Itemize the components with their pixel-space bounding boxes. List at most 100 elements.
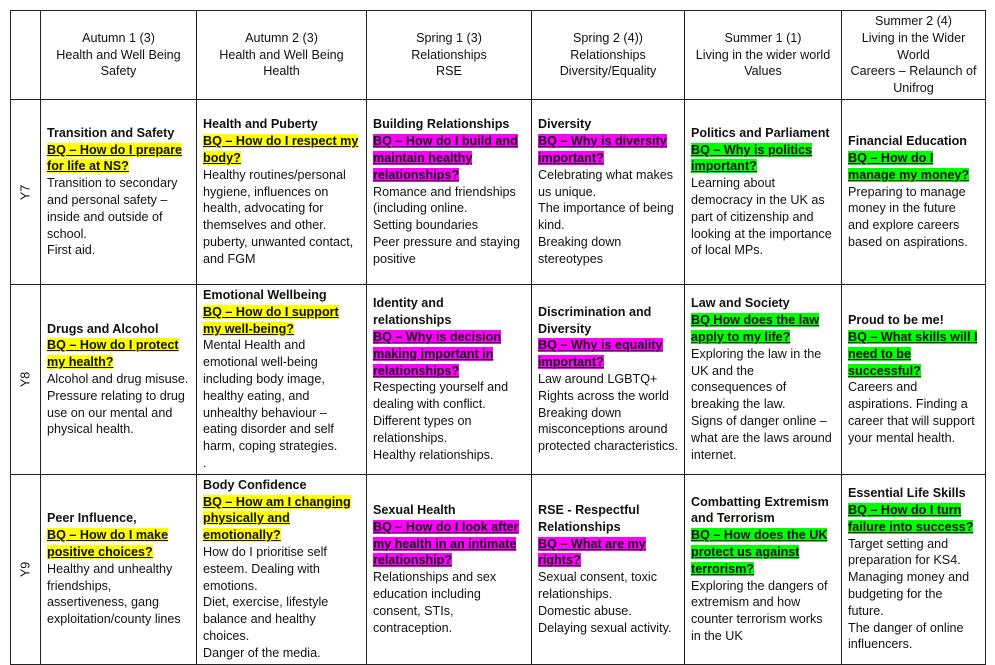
big-question-text: BQ How does the law apply to my life? <box>691 313 820 344</box>
topic-detail: Delaying sexual activity. <box>538 620 672 635</box>
topic-title: Building Relationships <box>373 117 510 132</box>
topic-title: Transition and Safety <box>47 125 175 140</box>
big-question-text: BQ – How do I build and maintain healthy… <box>373 134 518 182</box>
big-question-text: BQ – How does the UK protect us against … <box>691 528 828 576</box>
term-header-line: Health and Well Being <box>56 47 181 62</box>
topic-detail: . <box>203 455 207 470</box>
big-question-text: BQ – How do I prepare for life at NS? <box>47 142 183 174</box>
big-question: BQ – How do I build and maintain healthy… <box>373 133 525 183</box>
topic-detail: Careers and aspirations. Finding a caree… <box>848 380 975 445</box>
big-question: BQ – Why is diversity important? <box>538 133 678 167</box>
year-label-cell: Y8 <box>10 283 41 475</box>
big-question: BQ – What are my rights? <box>538 536 678 570</box>
topic-cell: Essential Life Skills BQ – How do I turn … <box>841 473 986 665</box>
year-row: Y7 Transition and Safety BQ – How do I pre… <box>10 98 986 285</box>
big-question: BQ – How do I make positive choices? <box>47 527 190 561</box>
topic-cell: Identity and relationships BQ – Why is de… <box>366 283 532 475</box>
term-header-line: Relationships <box>411 47 487 62</box>
term-header: Spring 2 (4)) Relationships Diversity/Equa… <box>531 10 685 100</box>
topic-detail: Exploring the dangers of extremism and h… <box>691 578 828 643</box>
topic-detail: Healthy and unhealthy friendships, asser… <box>47 561 181 627</box>
topic-detail: First aid. <box>47 243 96 258</box>
big-question-text: BQ – Why is decision making important in… <box>373 329 502 378</box>
big-question: BQ – How do I support my well-being? <box>203 304 360 338</box>
year-label: Y9 <box>18 561 33 577</box>
topic-detail: Alcohol and drug misuse. <box>47 371 189 386</box>
term-header-line: Spring 2 (4)) <box>573 30 643 45</box>
big-question: BQ – How do I prepare for life at NS? <box>47 142 190 176</box>
topic-detail: Peer pressure and staying positive <box>373 234 521 266</box>
term-header-line: Living in the wider world <box>695 47 831 62</box>
topic-title: Emotional Wellbeing <box>203 287 327 302</box>
topic-cell: Emotional Wellbeing BQ – How do I support… <box>196 283 367 475</box>
big-question: BQ – Why is politics important? <box>691 142 835 176</box>
big-question: BQ – How do I manage my money? <box>848 150 979 184</box>
term-header-line: Careers – Relaunch of Unifrog <box>850 64 977 96</box>
topic-detail: Pressure relating to drug use on our men… <box>47 388 185 437</box>
topic-detail: The importance of being kind. <box>538 201 674 233</box>
year-label: Y7 <box>18 184 33 200</box>
term-header-line: Summer 2 (4) <box>875 14 952 28</box>
big-question: BQ How does the law apply to my life? <box>691 312 835 346</box>
big-question: BQ – How do I respect my body? <box>203 133 360 167</box>
year-row: Y8 Drugs and Alcohol BQ – How do I protect… <box>10 283 986 475</box>
topic-detail: Danger of the media. <box>203 645 321 660</box>
curriculum-table: Autumn 1 (3) Health and Well Being Safety A… <box>10 10 986 665</box>
big-question-text: BQ – What skills will I need to be succe… <box>848 329 978 378</box>
topic-title: Sexual Health <box>373 502 456 517</box>
topic-detail: Target setting and preparation for KS4. <box>848 536 961 568</box>
topic-cell: Health and Puberty BQ – How do I respect … <box>196 98 367 285</box>
topic-detail: Breaking down misconceptions around prot… <box>538 405 678 454</box>
big-question-text: BQ – How do I look after my health in an… <box>373 519 519 568</box>
term-header-line: Spring 1 (3) <box>416 30 482 45</box>
topic-title: Law and Society <box>691 296 790 311</box>
term-header: Spring 1 (3) Relationships RSE <box>366 10 532 100</box>
topic-cell: Drugs and Alcohol BQ – How do I protect m… <box>40 283 197 475</box>
big-question: BQ – Why is decision making important in… <box>373 329 525 379</box>
big-question-text: BQ – Why is diversity important? <box>538 134 667 165</box>
big-question-text: BQ – Why is equality important? <box>538 338 663 370</box>
topic-cell: Transition and Safety BQ – How do I prepa… <box>40 98 197 285</box>
term-header: Autumn 2 (3) Health and Well Being Health <box>196 10 367 100</box>
topic-cell: Financial Education BQ – How do I manage … <box>841 98 986 285</box>
topic-detail: Signs of danger online – what are the la… <box>691 413 832 462</box>
term-header-line: Diversity/Equality <box>559 64 657 79</box>
topic-cell: Law and Society BQ How does the law apply… <box>684 283 842 475</box>
big-question-text: BQ – How do I turn failure into success? <box>848 502 974 534</box>
year-row: Y9 Peer Influence, BQ – How do I make posi… <box>10 473 986 665</box>
topic-detail: Transition to secondary and personal saf… <box>47 176 178 241</box>
topic-detail: Diet, exercise, lifestyle balance and he… <box>203 595 329 643</box>
topic-title: Proud to be me! <box>848 313 944 328</box>
topic-detail: Respecting yourself and dealing with con… <box>373 380 509 412</box>
topic-detail: The danger of online influencers. <box>848 620 964 652</box>
topic-title: Combatting Extremism and Terrorism <box>691 494 829 526</box>
topic-detail: Preparing to manage money in the future … <box>848 184 968 249</box>
big-question: BQ – How do I protect my health? <box>47 337 190 371</box>
topic-title: Essential Life Skills <box>848 486 966 501</box>
topic-cell: RSE - Respectful Relationships BQ – What … <box>531 473 685 665</box>
big-question-text: BQ – How do I protect my health? <box>47 338 179 370</box>
term-header-line: Relationships <box>570 47 646 62</box>
topic-detail: Managing money and budgeting for the fut… <box>848 570 970 618</box>
topic-detail: Learning about democracy in the UK as pa… <box>691 176 832 258</box>
topic-detail: Law around LGBTQ+ Rights across the worl… <box>538 371 669 403</box>
big-question: BQ – How do I turn failure into success? <box>848 502 979 536</box>
corner-cell <box>10 10 41 100</box>
big-question-text: BQ – Why is politics important? <box>691 142 813 174</box>
term-header-line: RSE <box>436 64 462 79</box>
topic-cell: Body Confidence BQ – How am I changing ph… <box>196 473 367 665</box>
topic-detail: Healthy relationships. <box>373 447 494 462</box>
topic-cell: Building Relationships BQ – How do I buil… <box>366 98 532 285</box>
big-question: BQ – How am I changing physically and em… <box>203 494 360 544</box>
big-question-text: BQ – What are my rights? <box>538 536 646 568</box>
topic-title: Identity and relationships <box>373 296 452 328</box>
topic-cell: Sexual Health BQ – How do I look after my… <box>366 473 532 665</box>
big-question-text: BQ – How do I make positive choices? <box>47 528 169 559</box>
term-header: Autumn 1 (3) Health and Well Being Safety <box>40 10 197 100</box>
term-header-line: Autumn 1 (3) <box>82 30 155 45</box>
term-header-line: Autumn 2 (3) <box>245 30 318 45</box>
year-label: Y8 <box>18 371 33 388</box>
topic-title: Body Confidence <box>203 477 307 492</box>
topic-cell: Proud to be me! BQ – What skills will I n… <box>841 283 986 475</box>
topic-title: Health and Puberty <box>203 117 318 132</box>
